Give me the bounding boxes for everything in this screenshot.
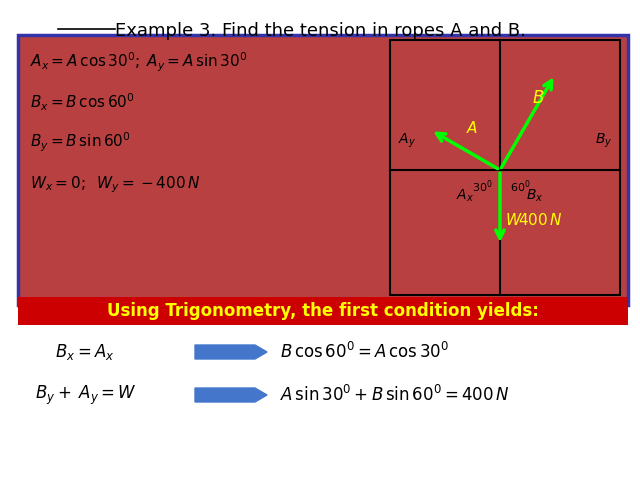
Text: $A$: $A$: [466, 120, 478, 136]
Text: Using Trigonometry, the first condition yields:: Using Trigonometry, the first condition …: [107, 302, 539, 320]
Text: $A\,\sin 30^0 + B\,\sin 60^0 = 400\,N$: $A\,\sin 30^0 + B\,\sin 60^0 = 400\,N$: [280, 385, 510, 405]
Text: Example 3. Find the tension in ropes A and B.: Example 3. Find the tension in ropes A a…: [115, 22, 525, 40]
FancyArrow shape: [195, 388, 267, 402]
Text: $B\,\cos 60^0 = A\,\cos 30^0$: $B\,\cos 60^0 = A\,\cos 30^0$: [280, 342, 449, 362]
Text: $B_x = B\,\cos 60^0$: $B_x = B\,\cos 60^0$: [30, 91, 134, 113]
Bar: [18, 35, 628, 305]
Bar: [390, 40, 620, 295]
FancyArrow shape: [195, 345, 267, 359]
Text: $30^0$: $30^0$: [472, 178, 492, 194]
Text: $W_x = 0;\;\; W_y = -400\,N$: $W_x = 0;\;\; W_y = -400\,N$: [30, 175, 200, 195]
Text: $B_y$: $B_y$: [595, 132, 612, 150]
Text: $400\,N$: $400\,N$: [518, 212, 563, 228]
Text: $B_y + \; A_y = W$: $B_y + \; A_y = W$: [35, 384, 137, 407]
Text: $60^0$: $60^0$: [509, 178, 531, 194]
Text: $B_x$: $B_x$: [526, 188, 544, 204]
Bar: [18, 297, 628, 325]
Text: $A_x = A\,\cos 30^0;\; A_y = A\,\sin 30^0$: $A_x = A\,\cos 30^0;\; A_y = A\,\sin 30^…: [30, 50, 248, 73]
Text: $B_y = B\,\sin 60^0$: $B_y = B\,\sin 60^0$: [30, 131, 131, 154]
Text: $B_x = A_x$: $B_x = A_x$: [55, 342, 115, 362]
Text: $A_x$: $A_x$: [456, 188, 474, 204]
Text: $B$: $B$: [532, 89, 544, 107]
Text: $W$: $W$: [505, 212, 523, 228]
Text: $A_y$: $A_y$: [398, 132, 416, 150]
